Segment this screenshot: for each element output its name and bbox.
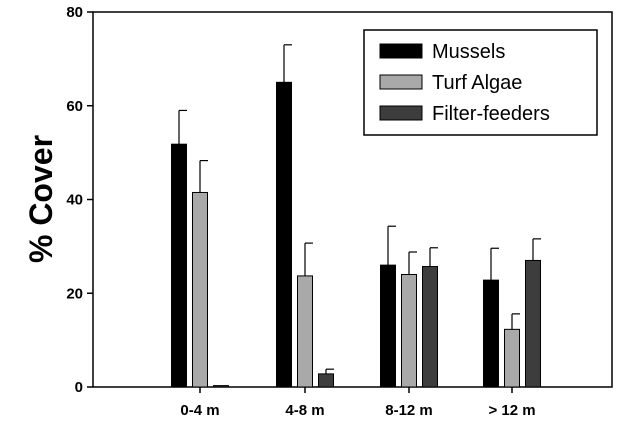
x-tick-label: 4-8 m xyxy=(285,402,324,419)
bars-layer xyxy=(171,44,541,388)
x-axis-ticks: 0-4 m 4-8 m 8-12 m > 12 m xyxy=(180,387,536,419)
y-tick-label: 40 xyxy=(66,192,83,209)
bar-turf-algae xyxy=(192,191,208,388)
bar-filter-feeders xyxy=(525,259,541,388)
legend-label: Turf Algae xyxy=(432,72,522,94)
legend-swatch xyxy=(379,74,423,90)
legend-label: Mussels xyxy=(432,41,505,63)
x-tick-label: 0-4 m xyxy=(180,402,219,419)
legend: Mussels Turf Algae Filter-feeders xyxy=(363,29,598,136)
bar-mussels xyxy=(171,143,187,388)
x-tick-label: > 12 m xyxy=(488,402,535,419)
y-tick-label: 0 xyxy=(75,379,83,396)
legend-items: Mussels Turf Algae Filter-feeders xyxy=(379,41,550,125)
y-tick-label: 60 xyxy=(66,98,83,115)
x-tick-label: 8-12 m xyxy=(385,402,433,419)
legend-label: Filter-feeders xyxy=(432,103,550,125)
y-axis-ticks: 0 20 40 60 80 xyxy=(66,4,93,396)
legend-swatch xyxy=(379,105,423,121)
legend-swatch xyxy=(379,43,423,59)
y-tick-label: 80 xyxy=(66,4,83,21)
bar-filter-feeders xyxy=(422,266,438,388)
bar-filter-feeders xyxy=(213,385,229,388)
bar-mussels xyxy=(483,279,499,388)
bar-mussels xyxy=(380,264,396,388)
bar-turf-algae xyxy=(401,274,417,388)
bar-turf-algae xyxy=(297,275,313,388)
y-axis-label: % Cover xyxy=(23,135,59,263)
y-tick-label: 20 xyxy=(66,285,83,302)
bar-filter-feeders xyxy=(318,373,334,388)
bar-mussels xyxy=(276,81,292,388)
bar-turf-algae xyxy=(504,328,520,388)
